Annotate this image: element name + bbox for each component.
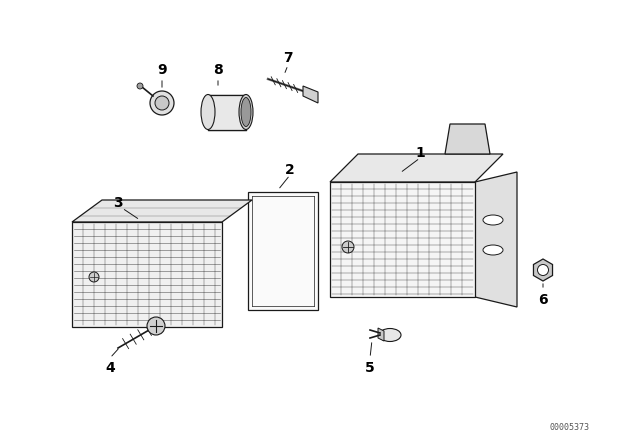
Circle shape bbox=[155, 96, 169, 110]
Text: 9: 9 bbox=[157, 63, 167, 77]
Circle shape bbox=[147, 317, 165, 335]
Polygon shape bbox=[72, 222, 222, 327]
Ellipse shape bbox=[201, 95, 215, 129]
Polygon shape bbox=[208, 95, 246, 130]
Text: 6: 6 bbox=[538, 293, 548, 307]
Ellipse shape bbox=[379, 328, 401, 341]
Ellipse shape bbox=[239, 95, 253, 129]
Circle shape bbox=[150, 91, 174, 115]
Polygon shape bbox=[248, 192, 318, 310]
Ellipse shape bbox=[483, 215, 503, 225]
Polygon shape bbox=[534, 259, 552, 281]
Circle shape bbox=[538, 264, 548, 276]
Polygon shape bbox=[303, 86, 318, 103]
Text: 1: 1 bbox=[415, 146, 425, 160]
Text: 8: 8 bbox=[213, 63, 223, 77]
Polygon shape bbox=[378, 328, 384, 341]
Polygon shape bbox=[330, 182, 475, 297]
Circle shape bbox=[342, 241, 354, 253]
Ellipse shape bbox=[241, 98, 251, 126]
Polygon shape bbox=[330, 154, 503, 182]
Polygon shape bbox=[445, 124, 490, 154]
Circle shape bbox=[89, 272, 99, 282]
Text: 00005373: 00005373 bbox=[550, 423, 590, 432]
Ellipse shape bbox=[483, 245, 503, 255]
Polygon shape bbox=[475, 172, 517, 307]
Text: 7: 7 bbox=[283, 51, 293, 65]
Text: 3: 3 bbox=[113, 196, 123, 210]
Polygon shape bbox=[72, 200, 252, 222]
Text: 4: 4 bbox=[105, 361, 115, 375]
Text: 5: 5 bbox=[365, 361, 375, 375]
Circle shape bbox=[137, 83, 143, 89]
Text: 2: 2 bbox=[285, 163, 295, 177]
